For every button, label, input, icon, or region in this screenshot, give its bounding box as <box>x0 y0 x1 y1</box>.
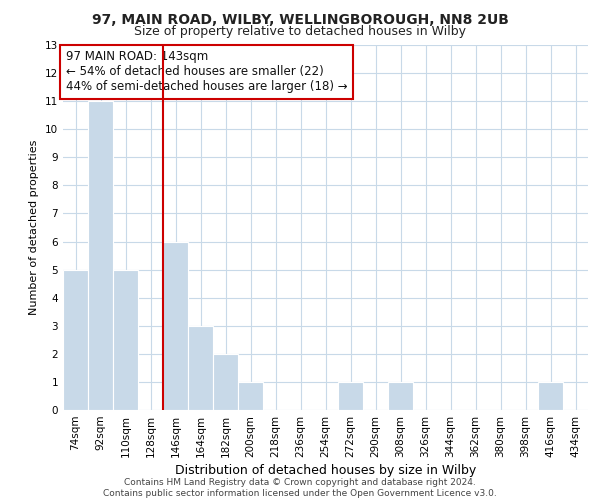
Bar <box>388 382 413 410</box>
X-axis label: Distribution of detached houses by size in Wilby: Distribution of detached houses by size … <box>175 464 476 477</box>
Text: Size of property relative to detached houses in Wilby: Size of property relative to detached ho… <box>134 25 466 38</box>
Y-axis label: Number of detached properties: Number of detached properties <box>29 140 40 315</box>
Text: 97 MAIN ROAD: 143sqm
← 54% of detached houses are smaller (22)
44% of semi-detac: 97 MAIN ROAD: 143sqm ← 54% of detached h… <box>65 50 347 94</box>
Text: 97, MAIN ROAD, WILBY, WELLINGBOROUGH, NN8 2UB: 97, MAIN ROAD, WILBY, WELLINGBOROUGH, NN… <box>92 12 508 26</box>
Bar <box>88 101 113 410</box>
Bar <box>113 270 138 410</box>
Bar <box>338 382 363 410</box>
Bar <box>188 326 213 410</box>
Bar <box>163 242 188 410</box>
Bar <box>63 270 88 410</box>
Bar <box>238 382 263 410</box>
Bar <box>213 354 238 410</box>
Text: Contains HM Land Registry data © Crown copyright and database right 2024.
Contai: Contains HM Land Registry data © Crown c… <box>103 478 497 498</box>
Bar <box>538 382 563 410</box>
